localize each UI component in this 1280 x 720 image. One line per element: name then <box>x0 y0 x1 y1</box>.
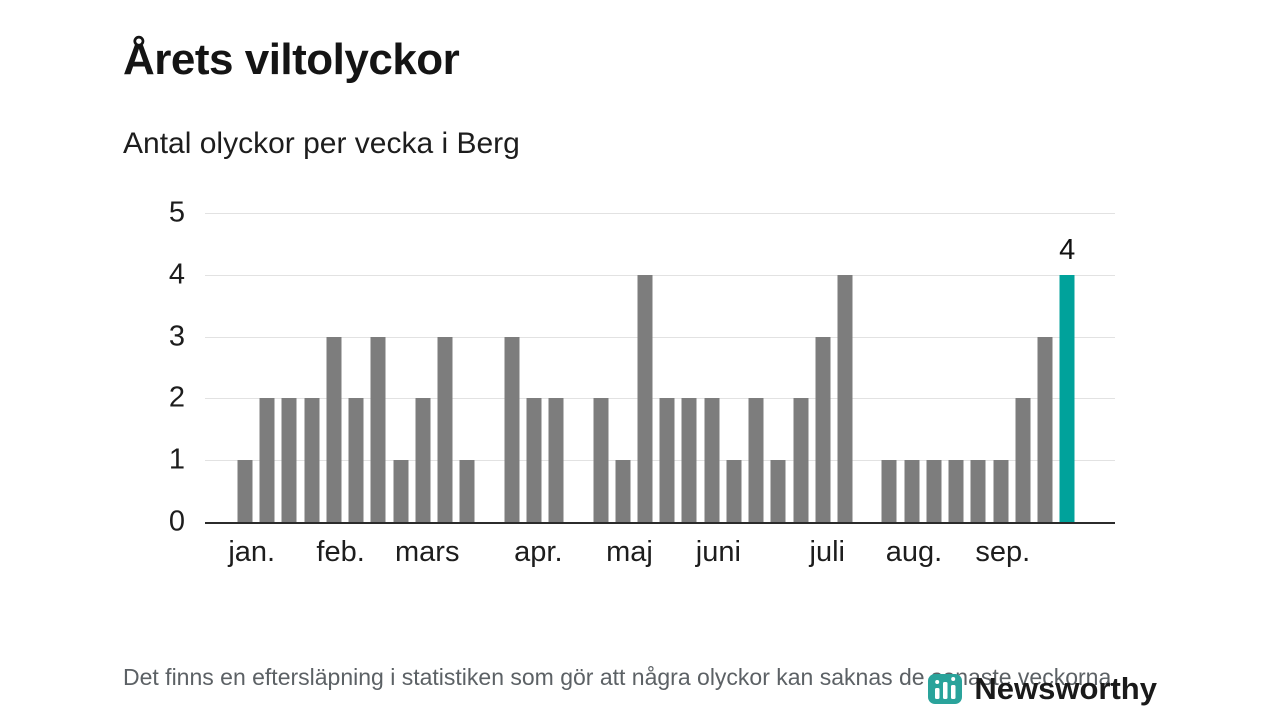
bar <box>837 274 853 522</box>
chart-subtitle: Antal olyckor per vecka i Berg <box>123 127 520 160</box>
bar <box>1037 336 1053 522</box>
bar <box>659 398 675 522</box>
bar <box>793 398 809 522</box>
bar <box>748 398 764 522</box>
bar <box>637 274 653 522</box>
x-axis-month-label: juli <box>809 536 845 568</box>
x-axis-month-label: apr. <box>514 536 563 568</box>
bar <box>926 460 942 522</box>
x-axis-month-label: maj <box>606 536 653 568</box>
bar <box>948 460 964 522</box>
page-title: Årets viltolyckor <box>123 35 460 85</box>
bar <box>770 460 786 522</box>
newsworthy-logo-text: Newsworthy <box>974 671 1157 706</box>
gridline <box>205 336 1115 338</box>
bar <box>281 398 297 522</box>
bar <box>993 460 1009 522</box>
bar <box>615 460 631 522</box>
bar <box>370 336 386 522</box>
y-axis-tick-label: 2 <box>168 381 185 414</box>
bar <box>415 398 431 522</box>
bar <box>815 336 831 522</box>
bar <box>593 398 609 522</box>
bar <box>304 398 320 522</box>
bar <box>459 460 475 522</box>
bar-chart-logo-icon <box>928 674 963 704</box>
bar <box>548 398 564 522</box>
bar-current-week <box>1059 274 1075 522</box>
bar <box>1015 398 1031 522</box>
y-axis-tick-label: 4 <box>168 258 185 291</box>
bar <box>704 398 720 522</box>
x-axis-month-label: juni <box>695 536 741 568</box>
x-axis-month-label: mars <box>395 536 460 568</box>
bar <box>526 398 542 522</box>
bar <box>681 398 697 522</box>
x-axis-month-label: sep. <box>975 536 1031 568</box>
x-axis-month-label: aug. <box>885 536 943 568</box>
bar <box>237 460 253 522</box>
bar <box>348 398 364 522</box>
bar <box>881 460 897 522</box>
gridline <box>205 274 1115 276</box>
bar <box>326 336 342 522</box>
bar <box>726 460 742 522</box>
x-axis-month-label: feb. <box>316 536 365 568</box>
bar <box>970 460 986 522</box>
plot-area: 0 1 2 3 4 5 jan. feb. mars apr. maj juni juli aug. sep… <box>169 198 1115 568</box>
bar <box>437 336 453 522</box>
newsworthy-logo: Newsworthy <box>926 670 1157 708</box>
y-axis-tick-label: 5 <box>168 196 185 229</box>
bar <box>504 336 520 522</box>
x-axis-month-label: jan. <box>228 536 276 568</box>
bar <box>259 398 275 522</box>
bar-value-label: 4 <box>1059 233 1076 266</box>
bar <box>904 460 920 522</box>
gridline <box>205 213 1115 214</box>
y-axis-tick-label: 0 <box>168 505 185 538</box>
y-axis-tick-label: 3 <box>168 320 185 353</box>
bar <box>393 460 409 522</box>
y-axis-tick-label: 1 <box>168 443 185 476</box>
